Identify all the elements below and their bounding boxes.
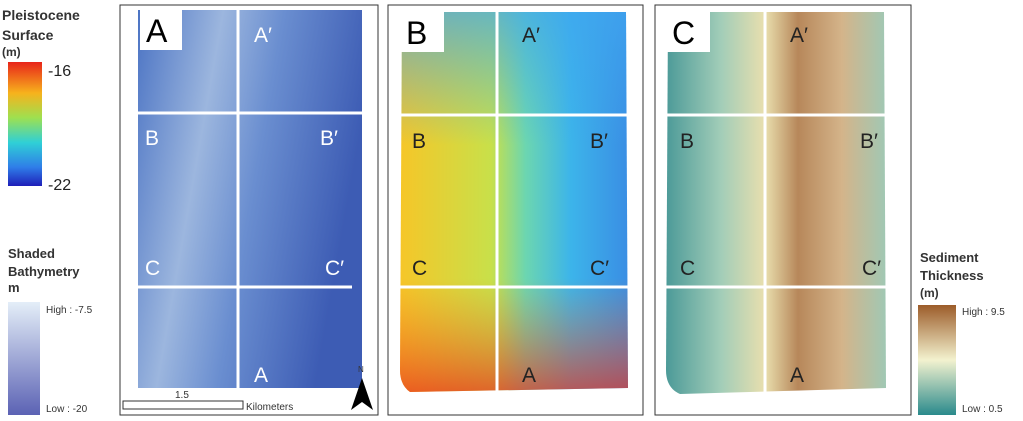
scale-bar (122, 400, 244, 410)
map-label: C (412, 257, 427, 280)
map-label: B (680, 130, 694, 153)
map-label: C (145, 257, 160, 280)
legend-low: Low : 0.5 (962, 404, 1003, 415)
scale-value: 1.5 (175, 390, 189, 401)
map-label: B (145, 127, 159, 150)
legend-title: Sediment (920, 250, 979, 265)
legend-title: Shaded (8, 246, 55, 261)
map-label: B′ (860, 130, 878, 153)
color-ramp (8, 302, 40, 415)
map-label: A (790, 364, 804, 387)
map-label: A′ (522, 24, 540, 47)
color-ramp (918, 305, 956, 415)
legend-title: (m) (920, 286, 939, 300)
legend-high: High : 9.5 (962, 307, 1005, 318)
letter-box (666, 10, 710, 52)
map-label: C′ (862, 257, 881, 280)
map-shade (400, 12, 628, 392)
scale-unit: Kilometers (246, 402, 293, 413)
map-label: C (680, 257, 695, 280)
panel-letter: C (672, 15, 695, 51)
map-label: A′ (790, 24, 808, 47)
map-label: A (254, 364, 268, 387)
map-label: B (412, 130, 426, 153)
legend-title: Thickness (920, 268, 984, 283)
map-label: A (522, 364, 536, 387)
legend-title: Pleistocene (2, 7, 80, 23)
panel-letter: B (406, 15, 427, 51)
map-label: B′ (590, 130, 608, 153)
letter-box (400, 10, 444, 52)
panel-letter: A (146, 13, 168, 49)
legend-min: -22 (48, 177, 71, 194)
north-arrow (351, 378, 373, 410)
map-label: C′ (590, 257, 609, 280)
north-label: N (358, 365, 364, 374)
color-ramp (8, 62, 42, 186)
legend-title: Surface (2, 27, 54, 43)
letter-box (140, 10, 182, 50)
map (138, 10, 362, 388)
legend-title: m (8, 280, 20, 295)
legend-title: (m) (2, 45, 21, 59)
legend-low: Low : -20 (46, 404, 88, 415)
legend-max: -16 (48, 63, 71, 80)
map (666, 12, 886, 394)
map-label: B′ (320, 127, 338, 150)
map-label: A′ (254, 24, 272, 47)
map-label: C′ (325, 257, 344, 280)
legend-title: Bathymetry (8, 264, 80, 279)
legend-high: High : -7.5 (46, 305, 93, 316)
